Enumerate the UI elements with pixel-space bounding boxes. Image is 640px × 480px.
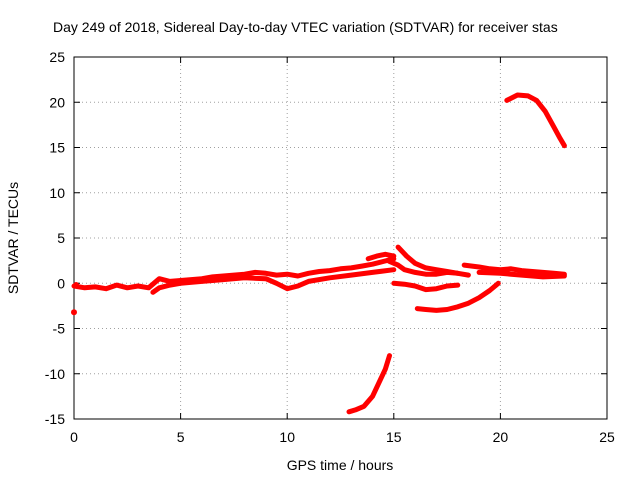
x-tick-label: 10 bbox=[279, 429, 295, 445]
x-tick-label: 15 bbox=[386, 429, 402, 445]
series-line-main-band bbox=[71, 256, 397, 292]
y-tick-label: 5 bbox=[57, 230, 65, 246]
y-axis-label: SDTVAR / TECUs bbox=[5, 182, 21, 294]
series-line-arc-15-18 bbox=[395, 244, 461, 276]
series-group bbox=[71, 92, 567, 415]
plot-frame bbox=[73, 56, 608, 420]
ticks: 0 5 10 15 20 25 -15 -10 -5 0 5 10 15 20 25 bbox=[45, 49, 615, 445]
x-tick-label: 0 bbox=[70, 429, 78, 445]
series-line-high-20-23 bbox=[504, 92, 567, 149]
grid bbox=[74, 57, 607, 419]
series-point bbox=[73, 282, 80, 289]
x-tick-label: 5 bbox=[177, 429, 185, 445]
series-line-band-18-23 bbox=[461, 262, 567, 277]
y-tick-label: 15 bbox=[49, 140, 65, 156]
series-line-dip-15-17 bbox=[391, 280, 461, 293]
y-tick-label: -10 bbox=[45, 366, 65, 382]
y-tick-label: 0 bbox=[57, 275, 65, 291]
series-line-spike-13 bbox=[365, 251, 397, 262]
y-tick-label: -15 bbox=[45, 411, 65, 427]
series-line-band-18-23-lower bbox=[476, 269, 567, 280]
y-tick-label: 10 bbox=[49, 185, 65, 201]
y-tick-label: 20 bbox=[49, 94, 65, 110]
y-tick-label: 25 bbox=[49, 49, 65, 65]
series-line-drop-13-15 bbox=[346, 353, 392, 415]
series-point bbox=[71, 309, 77, 316]
x-tick-label: 25 bbox=[599, 429, 615, 445]
x-tick-label: 20 bbox=[493, 429, 509, 445]
x-axis-label: GPS time / hours bbox=[287, 457, 394, 473]
series-line-main-band-lower bbox=[150, 267, 397, 295]
y-tick-label: -5 bbox=[53, 321, 66, 337]
chart-title: Day 249 of 2018, Sidereal Day-to-day VTE… bbox=[53, 19, 558, 35]
series-line-arc-16-20 bbox=[414, 280, 501, 313]
